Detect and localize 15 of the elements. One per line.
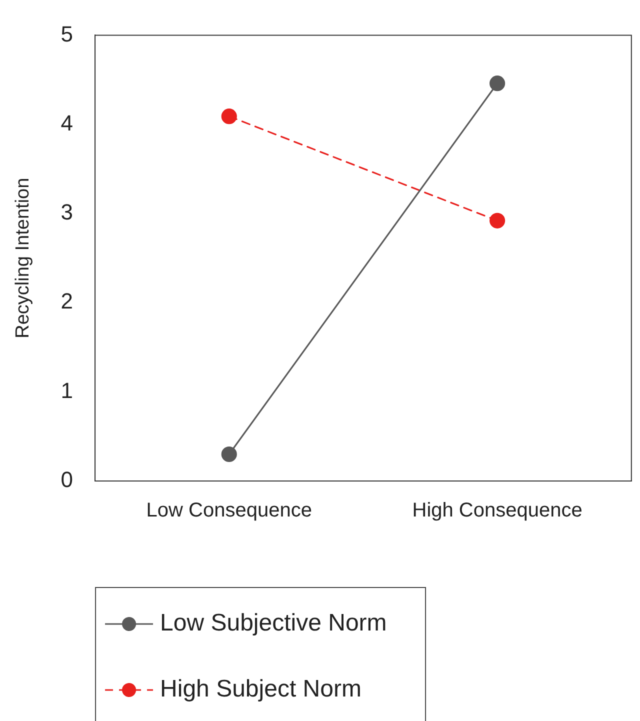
legend-label: High Subject Norm	[160, 676, 362, 703]
legend-label: Low Subjective Norm	[160, 610, 387, 637]
y-tick-label: 2	[60, 288, 74, 314]
x-tick-label: Low Consequence	[146, 500, 312, 522]
point	[490, 76, 506, 92]
y-axis-title: Recycling Intention	[12, 178, 34, 338]
point	[221, 108, 237, 124]
y-tick-label: 0	[60, 467, 74, 492]
point	[221, 446, 237, 462]
x-tick-label: High Consequence	[412, 500, 582, 522]
y-tick-label: 4	[60, 110, 74, 136]
y-tick-label: 1	[60, 378, 74, 403]
y-tick-label: 5	[60, 21, 74, 46]
point	[490, 212, 506, 228]
y-tick-label: 3	[60, 200, 74, 225]
